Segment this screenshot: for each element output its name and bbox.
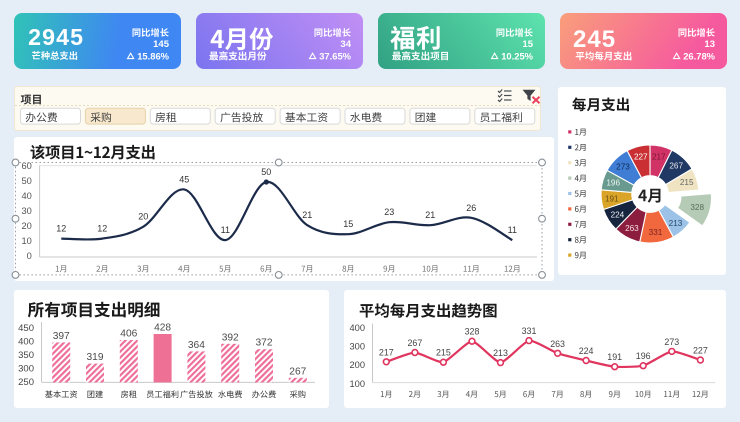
svg-text:12: 12 <box>97 224 107 234</box>
svg-text:12: 12 <box>56 224 66 234</box>
svg-text:406: 406 <box>120 328 137 339</box>
svg-text:40: 40 <box>21 191 31 201</box>
svg-text:10: 10 <box>21 236 31 246</box>
svg-text:267: 267 <box>407 338 422 348</box>
svg-text:191: 191 <box>605 194 619 203</box>
svg-text:196: 196 <box>606 179 620 188</box>
svg-text:273: 273 <box>664 336 679 346</box>
svg-text:397: 397 <box>53 330 70 341</box>
svg-text:263: 263 <box>625 224 639 233</box>
svg-text:450: 450 <box>18 323 34 334</box>
svg-text:20: 20 <box>21 221 31 231</box>
svg-text:364: 364 <box>188 339 205 350</box>
svg-text:224: 224 <box>611 210 625 219</box>
svg-text:20: 20 <box>138 212 148 222</box>
svg-text:191: 191 <box>607 352 622 362</box>
svg-text:350: 350 <box>18 350 34 361</box>
svg-text:227: 227 <box>692 345 707 355</box>
svg-text:319: 319 <box>87 352 104 363</box>
svg-text:328: 328 <box>464 326 479 336</box>
svg-text:11: 11 <box>221 225 230 235</box>
svg-text:400: 400 <box>349 323 365 333</box>
svg-text:224: 224 <box>578 346 593 356</box>
svg-text:50: 50 <box>261 167 271 177</box>
svg-text:145: 145 <box>153 38 170 49</box>
svg-text:196: 196 <box>635 351 650 361</box>
svg-text:21: 21 <box>425 210 435 220</box>
svg-text:2945: 2945 <box>28 24 84 50</box>
svg-text:26.78%: 26.78% <box>683 50 715 61</box>
svg-text:215: 215 <box>680 178 694 187</box>
svg-text:60: 60 <box>21 161 31 171</box>
svg-text:26: 26 <box>466 203 476 213</box>
svg-text:50: 50 <box>21 176 31 186</box>
svg-text:34: 34 <box>340 38 351 49</box>
svg-text:11: 11 <box>508 225 517 235</box>
svg-text:372: 372 <box>256 337 273 348</box>
svg-text:215: 215 <box>435 347 450 357</box>
svg-text:263: 263 <box>550 338 565 348</box>
svg-text:30: 30 <box>21 206 31 216</box>
svg-text:400: 400 <box>18 336 34 347</box>
svg-text:15.86%: 15.86% <box>137 50 169 61</box>
svg-text:331: 331 <box>649 228 663 237</box>
svg-text:217: 217 <box>378 347 393 357</box>
svg-text:100: 100 <box>349 378 365 388</box>
svg-text:300: 300 <box>349 341 365 351</box>
svg-text:245: 245 <box>573 25 616 52</box>
svg-text:15: 15 <box>343 219 353 229</box>
svg-text:227: 227 <box>634 153 648 162</box>
svg-text:250: 250 <box>18 377 34 388</box>
svg-text:0: 0 <box>27 251 32 261</box>
svg-text:273: 273 <box>616 162 630 171</box>
svg-text:328: 328 <box>690 203 704 212</box>
svg-text:300: 300 <box>18 363 34 374</box>
svg-text:217: 217 <box>652 152 666 161</box>
svg-text:15: 15 <box>522 38 533 49</box>
svg-text:13: 13 <box>704 38 715 49</box>
svg-text:267: 267 <box>669 162 683 171</box>
svg-text:392: 392 <box>222 332 239 343</box>
svg-text:23: 23 <box>384 207 394 217</box>
svg-text:45: 45 <box>179 174 189 184</box>
svg-text:10.25%: 10.25% <box>501 50 533 61</box>
svg-text:37.65%: 37.65% <box>319 50 351 61</box>
svg-text:200: 200 <box>349 360 365 370</box>
svg-text:213: 213 <box>493 348 508 358</box>
svg-text:428: 428 <box>154 322 171 333</box>
svg-text:331: 331 <box>521 326 536 336</box>
svg-text:267: 267 <box>289 366 306 377</box>
svg-text:213: 213 <box>669 219 683 228</box>
svg-text:21: 21 <box>302 210 312 220</box>
